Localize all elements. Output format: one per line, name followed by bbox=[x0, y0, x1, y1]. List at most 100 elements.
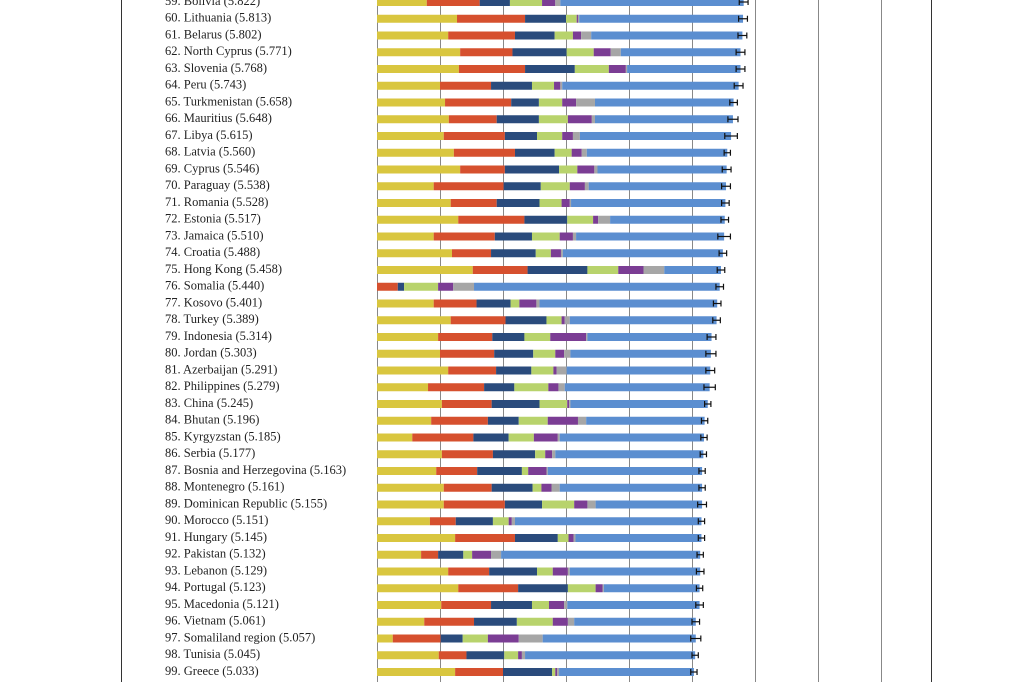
error-bar bbox=[712, 317, 721, 324]
bar-segment bbox=[579, 14, 744, 23]
error-bar bbox=[705, 350, 717, 357]
bar-segment bbox=[567, 400, 570, 408]
row-label: 84. Bhutan (5.196) bbox=[165, 413, 259, 427]
row-label: 76. Somalia (5.440) bbox=[165, 279, 264, 293]
bar-segment bbox=[542, 500, 575, 509]
bar-segment bbox=[377, 266, 473, 274]
error-bar bbox=[700, 417, 709, 424]
bar-segment bbox=[610, 215, 725, 224]
bar-segment bbox=[524, 215, 568, 224]
bar-segment bbox=[576, 14, 578, 23]
bar-segment bbox=[504, 165, 560, 174]
bar-segment bbox=[377, 0, 427, 6]
bar-segment bbox=[441, 450, 493, 459]
bar-segment bbox=[377, 132, 444, 140]
bar-segment bbox=[509, 0, 543, 6]
bar-segment bbox=[377, 165, 461, 174]
bar-segment bbox=[377, 249, 452, 258]
bar-segment bbox=[537, 567, 553, 576]
row-label: 72. Estonia (5.517) bbox=[165, 212, 261, 226]
bar-segment bbox=[377, 148, 454, 157]
error-bar bbox=[727, 116, 739, 123]
bar-segment bbox=[535, 249, 551, 258]
bar-segment bbox=[392, 634, 441, 643]
bar-segment bbox=[412, 433, 474, 442]
bar-segment bbox=[581, 148, 587, 157]
bar-segment bbox=[533, 349, 556, 358]
bar-segment bbox=[377, 232, 434, 241]
row-label: 63. Slovenia (5.768) bbox=[165, 61, 267, 75]
bar-segment bbox=[428, 383, 485, 392]
bar-segment bbox=[542, 0, 556, 6]
bar-segment bbox=[562, 249, 723, 258]
bar-segment bbox=[542, 634, 696, 643]
row-label: 82. Philippines (5.279) bbox=[165, 379, 280, 393]
bar-segment bbox=[377, 299, 434, 308]
bar-segment bbox=[377, 400, 442, 408]
error-bar bbox=[703, 384, 716, 391]
bar-segment bbox=[377, 31, 449, 40]
bar-segment bbox=[553, 366, 557, 375]
bar-segment bbox=[491, 249, 536, 258]
bar-segment bbox=[504, 132, 538, 140]
bar-segment bbox=[377, 282, 398, 291]
row-label: 89. Dominican Republic (5.155) bbox=[165, 496, 327, 510]
error-bar bbox=[718, 250, 728, 257]
error-bar bbox=[721, 200, 730, 206]
bar-segment bbox=[503, 182, 541, 191]
error-bar bbox=[712, 300, 722, 307]
bar-segment bbox=[567, 584, 596, 593]
error-bar bbox=[695, 568, 705, 575]
error-bar bbox=[721, 166, 732, 173]
bar-segment bbox=[460, 165, 505, 174]
bar-segment bbox=[597, 165, 727, 174]
bar-segment bbox=[458, 65, 526, 73]
bar-segment bbox=[474, 617, 517, 626]
row-label: 94. Portugal (5.123) bbox=[165, 580, 266, 594]
bar-segment bbox=[552, 617, 568, 626]
bar-segment bbox=[511, 98, 539, 107]
bar-segment bbox=[545, 450, 553, 459]
bar-segment bbox=[625, 65, 628, 73]
row-label: 79. Indonesia (5.314) bbox=[165, 329, 272, 343]
bar-segment bbox=[574, 500, 588, 509]
error-bar bbox=[738, 15, 749, 22]
bar-segment bbox=[567, 115, 592, 124]
error-bar bbox=[705, 367, 716, 374]
bar-segment bbox=[491, 400, 540, 408]
bar-segment bbox=[377, 366, 449, 375]
bar-segment bbox=[487, 416, 519, 425]
bar-segment bbox=[479, 0, 510, 6]
bar-segment bbox=[525, 14, 566, 23]
bar-segment bbox=[548, 383, 559, 392]
bar-segment bbox=[440, 81, 492, 90]
bar-segment bbox=[440, 349, 495, 358]
bar-segment bbox=[491, 550, 502, 559]
bar-segment bbox=[501, 550, 701, 559]
bar-segment bbox=[579, 132, 732, 140]
bar-segment bbox=[377, 668, 456, 676]
error-bar bbox=[717, 233, 732, 240]
error-bar bbox=[698, 468, 706, 474]
bar-segment bbox=[566, 14, 577, 23]
row-label: 91. Hungary (5.145) bbox=[165, 530, 267, 544]
bar-segment bbox=[448, 31, 515, 40]
row-label: 64. Peru (5.743) bbox=[165, 78, 246, 92]
bar-segment bbox=[377, 81, 440, 90]
bar-segment bbox=[594, 98, 734, 107]
bar-segment bbox=[521, 467, 529, 475]
bar-segment bbox=[455, 668, 503, 676]
error-bar bbox=[733, 82, 744, 89]
bar-segment bbox=[525, 651, 696, 660]
bar-segment bbox=[555, 450, 704, 459]
bar-segment bbox=[491, 601, 532, 609]
bar-segment bbox=[532, 483, 542, 492]
bar-segment bbox=[443, 483, 492, 492]
bar-segment bbox=[581, 31, 592, 40]
bar-segment bbox=[548, 601, 565, 609]
bar-segment bbox=[535, 450, 546, 459]
bar-segment bbox=[598, 215, 611, 224]
bar-segment bbox=[448, 366, 497, 375]
bar-segment bbox=[496, 115, 539, 124]
